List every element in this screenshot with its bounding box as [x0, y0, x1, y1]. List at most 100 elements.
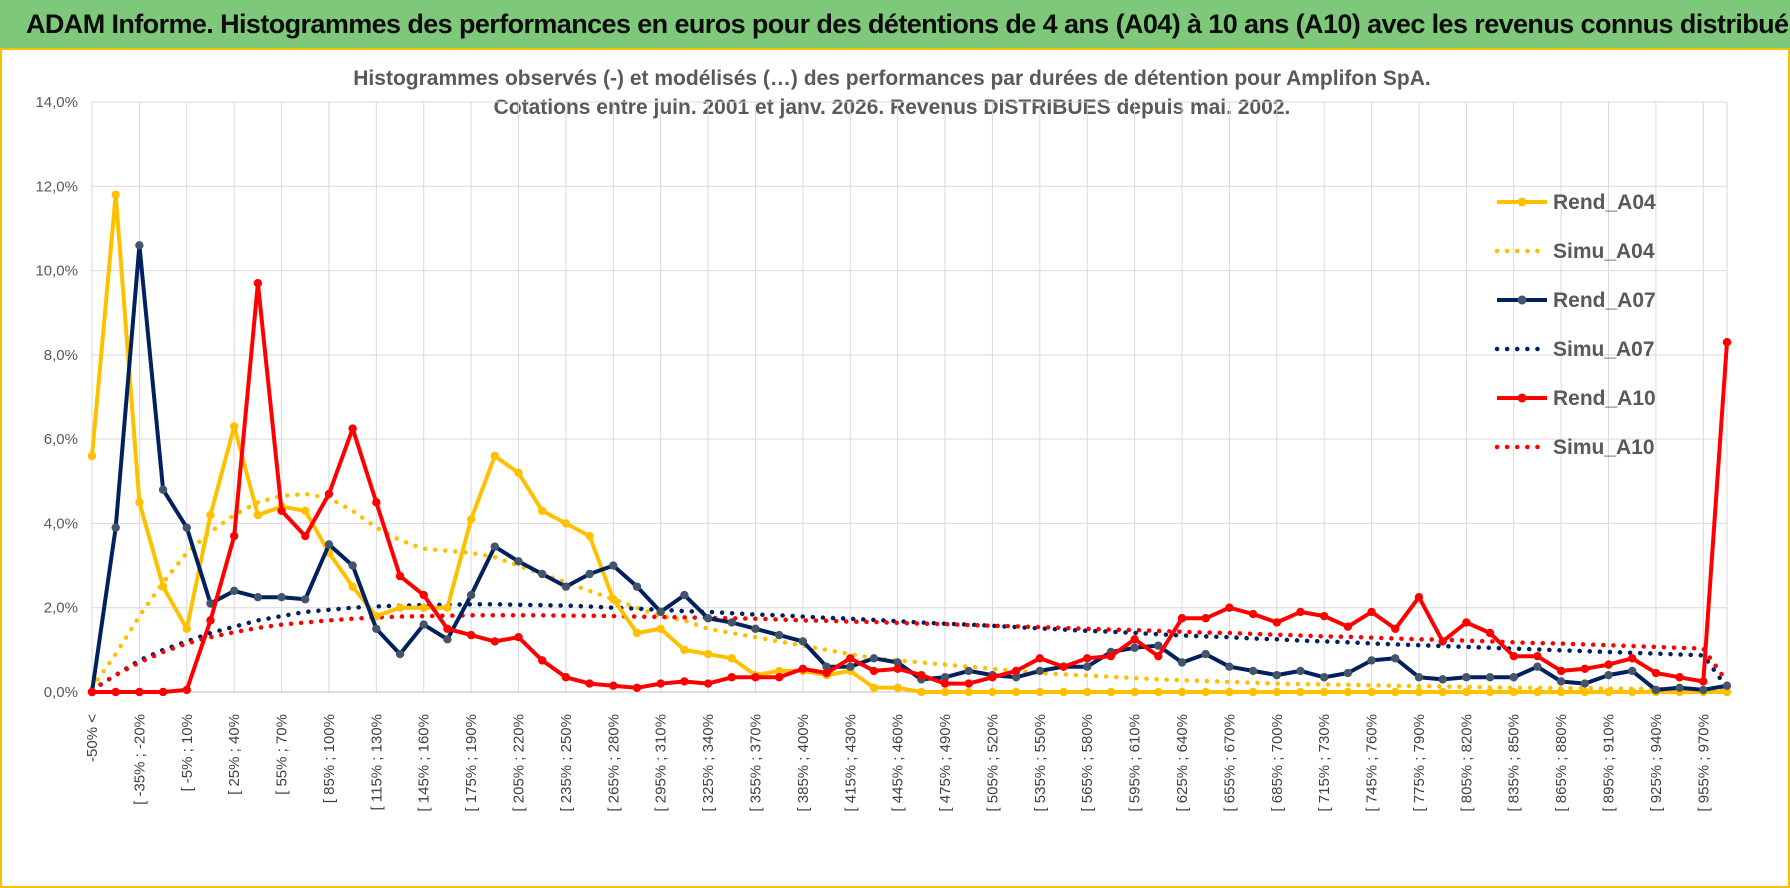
data-point-rend-a10 — [253, 279, 263, 288]
data-point-rend-a07 — [846, 662, 855, 671]
x-tick-label: [ 145% ; 160% — [416, 714, 433, 812]
x-tick-label: [ 895% ; 910% — [1601, 714, 1618, 812]
data-point-rend-a07 — [1485, 673, 1495, 682]
x-tick-label: [ 715% ; 730% — [1316, 714, 1333, 812]
data-point-rend-a07 — [1035, 666, 1045, 676]
data-point-rend-a10 — [301, 531, 310, 541]
data-point-rend-a07 — [680, 590, 689, 600]
data-point-rend-a07 — [1225, 662, 1234, 671]
data-point-rend-a10 — [395, 571, 405, 581]
data-point-rend-a10 — [443, 624, 452, 633]
data-point-rend-a04 — [1722, 687, 1732, 697]
legend-label-rend-a10: Rend_A10 — [1553, 387, 1656, 410]
data-point-rend-a10 — [538, 656, 547, 665]
data-point-rend-a10 — [869, 666, 879, 676]
data-point-rend-a10 — [1248, 609, 1258, 619]
x-tick-label: [ 685% ; 700% — [1269, 714, 1286, 812]
data-point-rend-a04 — [703, 649, 713, 659]
x-tick-label: [ 565% ; 580% — [1079, 714, 1096, 812]
data-point-rend-a10 — [1462, 618, 1471, 627]
data-point-rend-a10 — [609, 681, 618, 690]
data-point-rend-a04 — [609, 595, 618, 604]
data-point-rend-a04 — [301, 506, 310, 515]
x-tick-label: [ 295% ; 310% — [653, 714, 670, 812]
y-tick-label: 0,0% — [44, 684, 78, 701]
data-point-rend-a04 — [1343, 687, 1353, 697]
data-point-rend-a10 — [1699, 677, 1708, 686]
data-point-rend-a07 — [348, 561, 357, 570]
data-point-rend-a07 — [632, 582, 642, 591]
data-point-rend-a10 — [1059, 662, 1068, 671]
data-point-rend-a04 — [419, 603, 428, 612]
data-point-rend-a07 — [538, 569, 547, 579]
y-tick-label: 2,0% — [44, 600, 78, 617]
data-point-rend-a10 — [1130, 635, 1139, 644]
data-point-rend-a10 — [229, 531, 239, 541]
data-point-rend-a10 — [490, 637, 500, 646]
data-point-rend-a04 — [893, 683, 902, 692]
data-point-rend-a07 — [1628, 666, 1637, 676]
data-point-rend-a07 — [135, 241, 144, 250]
data-point-rend-a10 — [135, 687, 144, 697]
y-tick-label: 6,0% — [44, 431, 78, 448]
data-point-rend-a10 — [514, 633, 523, 642]
data-point-rend-a04 — [727, 654, 736, 663]
data-point-rend-a04 — [869, 683, 879, 692]
data-point-rend-a04 — [158, 582, 168, 591]
data-point-rend-a07 — [1201, 649, 1210, 659]
legend-label-simu-a04: Simu_A04 — [1553, 240, 1655, 263]
data-point-rend-a10 — [419, 590, 428, 600]
data-point-rend-a04 — [466, 515, 476, 524]
data-point-rend-a10 — [1628, 654, 1637, 663]
data-point-rend-a04 — [1130, 687, 1139, 697]
data-point-rend-a10 — [1296, 607, 1305, 617]
data-point-rend-a07 — [466, 590, 476, 600]
data-point-rend-a07 — [561, 582, 571, 591]
data-point-rend-a04 — [1035, 687, 1045, 697]
data-point-rend-a10 — [324, 489, 334, 499]
data-point-rend-a04 — [1485, 687, 1495, 697]
data-point-rend-a04 — [538, 506, 547, 515]
data-point-rend-a10 — [1011, 666, 1021, 676]
y-tick-label: 12,0% — [35, 178, 78, 195]
x-tick-label: [ 835% ; 850% — [1506, 714, 1523, 812]
data-point-rend-a10 — [585, 679, 594, 688]
data-point-rend-a10 — [1272, 618, 1281, 627]
series-line-rend-a10 — [92, 281, 1729, 694]
data-point-rend-a10 — [1509, 651, 1518, 661]
data-point-rend-a07 — [940, 673, 950, 682]
data-point-rend-a07 — [964, 666, 973, 676]
data-point-rend-a07 — [1462, 673, 1471, 682]
legend-marker-rend-a04 — [1517, 197, 1527, 207]
x-axis: -50% < [ -35% ; -20% [ -5% ; 10% [ 25% ; 40… — [84, 691, 1727, 812]
x-tick-label: [ 925% ; 940% — [1648, 714, 1665, 812]
data-point-rend-a07 — [609, 561, 618, 570]
data-point-rend-a04 — [135, 498, 144, 507]
x-tick-label: [ 85% ; 100% — [321, 714, 338, 803]
data-point-rend-a07 — [869, 654, 879, 663]
data-point-rend-a07 — [443, 635, 452, 644]
data-point-rend-a10 — [1556, 666, 1566, 676]
data-point-rend-a04 — [443, 603, 452, 612]
data-point-rend-a10 — [964, 679, 973, 688]
data-point-rend-a10 — [1533, 651, 1542, 661]
data-point-rend-a07 — [727, 618, 736, 627]
data-point-rend-a07 — [372, 624, 381, 633]
data-point-rend-a07 — [1651, 685, 1661, 695]
data-point-rend-a10 — [158, 687, 168, 697]
chart-panel: Histogrammes observés (-) et modélisés (… — [0, 50, 1790, 888]
data-point-rend-a07 — [822, 662, 831, 671]
data-point-rend-a07 — [419, 620, 428, 629]
data-point-rend-a04 — [774, 666, 784, 676]
data-point-rend-a10 — [1106, 651, 1116, 661]
x-tick-label: [ 745% ; 760% — [1364, 714, 1381, 812]
data-point-rend-a04 — [1391, 687, 1400, 697]
data-point-rend-a10 — [182, 685, 191, 695]
x-tick-label: [ -5% ; 10% — [179, 714, 196, 792]
x-tick-label: [ 805% ; 820% — [1458, 714, 1475, 812]
data-point-rend-a04 — [1414, 687, 1424, 697]
data-point-rend-a10 — [1154, 651, 1163, 661]
data-point-rend-a10 — [656, 679, 665, 688]
data-point-rend-a04 — [1083, 687, 1092, 697]
